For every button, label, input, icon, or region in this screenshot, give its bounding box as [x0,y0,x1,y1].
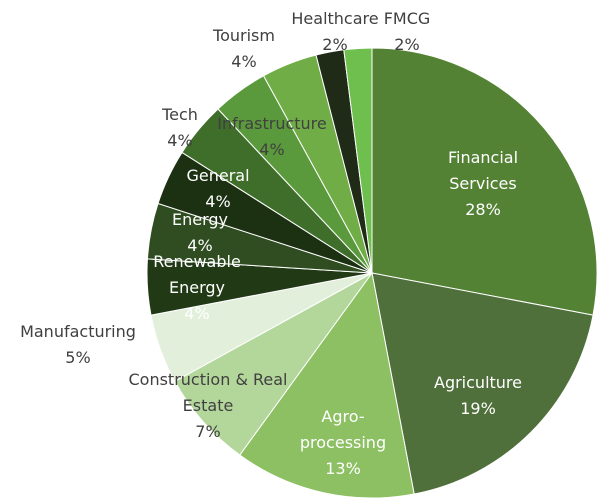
category-name: Agro-processing [299,407,387,452]
pie-slice [343,47,373,274]
slice-label: Healthcare 2% [285,6,385,58]
value-label: 2% [322,35,348,54]
category-name: Financial Services [447,148,519,193]
value-label: 7% [195,422,221,441]
value-label: 13% [325,459,361,478]
slice-label: Tourism 4% [204,23,284,75]
category-name: Construction & Real Estate [128,370,288,415]
value-label: 19% [460,399,496,418]
value-label: 4% [187,236,213,255]
pie-slice [239,271,415,499]
value-label: 4% [231,52,257,71]
category-name: Tourism [213,26,275,45]
category-name: General [186,166,250,185]
value-label: 2% [394,35,420,54]
value-label: 4% [205,192,231,211]
category-name: Tech [162,105,198,124]
slice-label: FMCG 2% [372,6,442,58]
slice-label: Agro-processing 13% [298,404,388,482]
slice-label: Agriculture 19% [428,370,528,422]
value-label: 4% [259,140,285,159]
pie-slice [371,47,598,316]
value-label: 5% [65,348,91,367]
value-label: 4% [184,304,210,323]
slice-label: Renewable Energy 4% [142,249,252,327]
slice-label: Financial Services 28% [433,145,533,223]
slice-label: Infrastructure 4% [207,111,337,163]
category-name: Manufacturing [20,322,136,341]
category-name: Infrastructure [217,114,327,133]
value-label: 4% [167,131,193,150]
category-name: Renewable Energy [153,252,241,297]
slice-label: General 4% [178,163,258,215]
slice-label: Manufacturing 5% [13,319,143,371]
category-name: Agriculture [434,373,522,392]
value-label: 28% [465,200,501,219]
pie-slice [371,272,594,495]
slice-label: Tech 4% [150,102,210,154]
category-name: Energy [171,210,228,229]
category-name: Healthcare [291,9,379,28]
slice-label: Construction & Real Estate 7% [128,367,288,445]
category-name: FMCG [383,9,431,28]
slice-label: Energy 4% [160,207,240,259]
